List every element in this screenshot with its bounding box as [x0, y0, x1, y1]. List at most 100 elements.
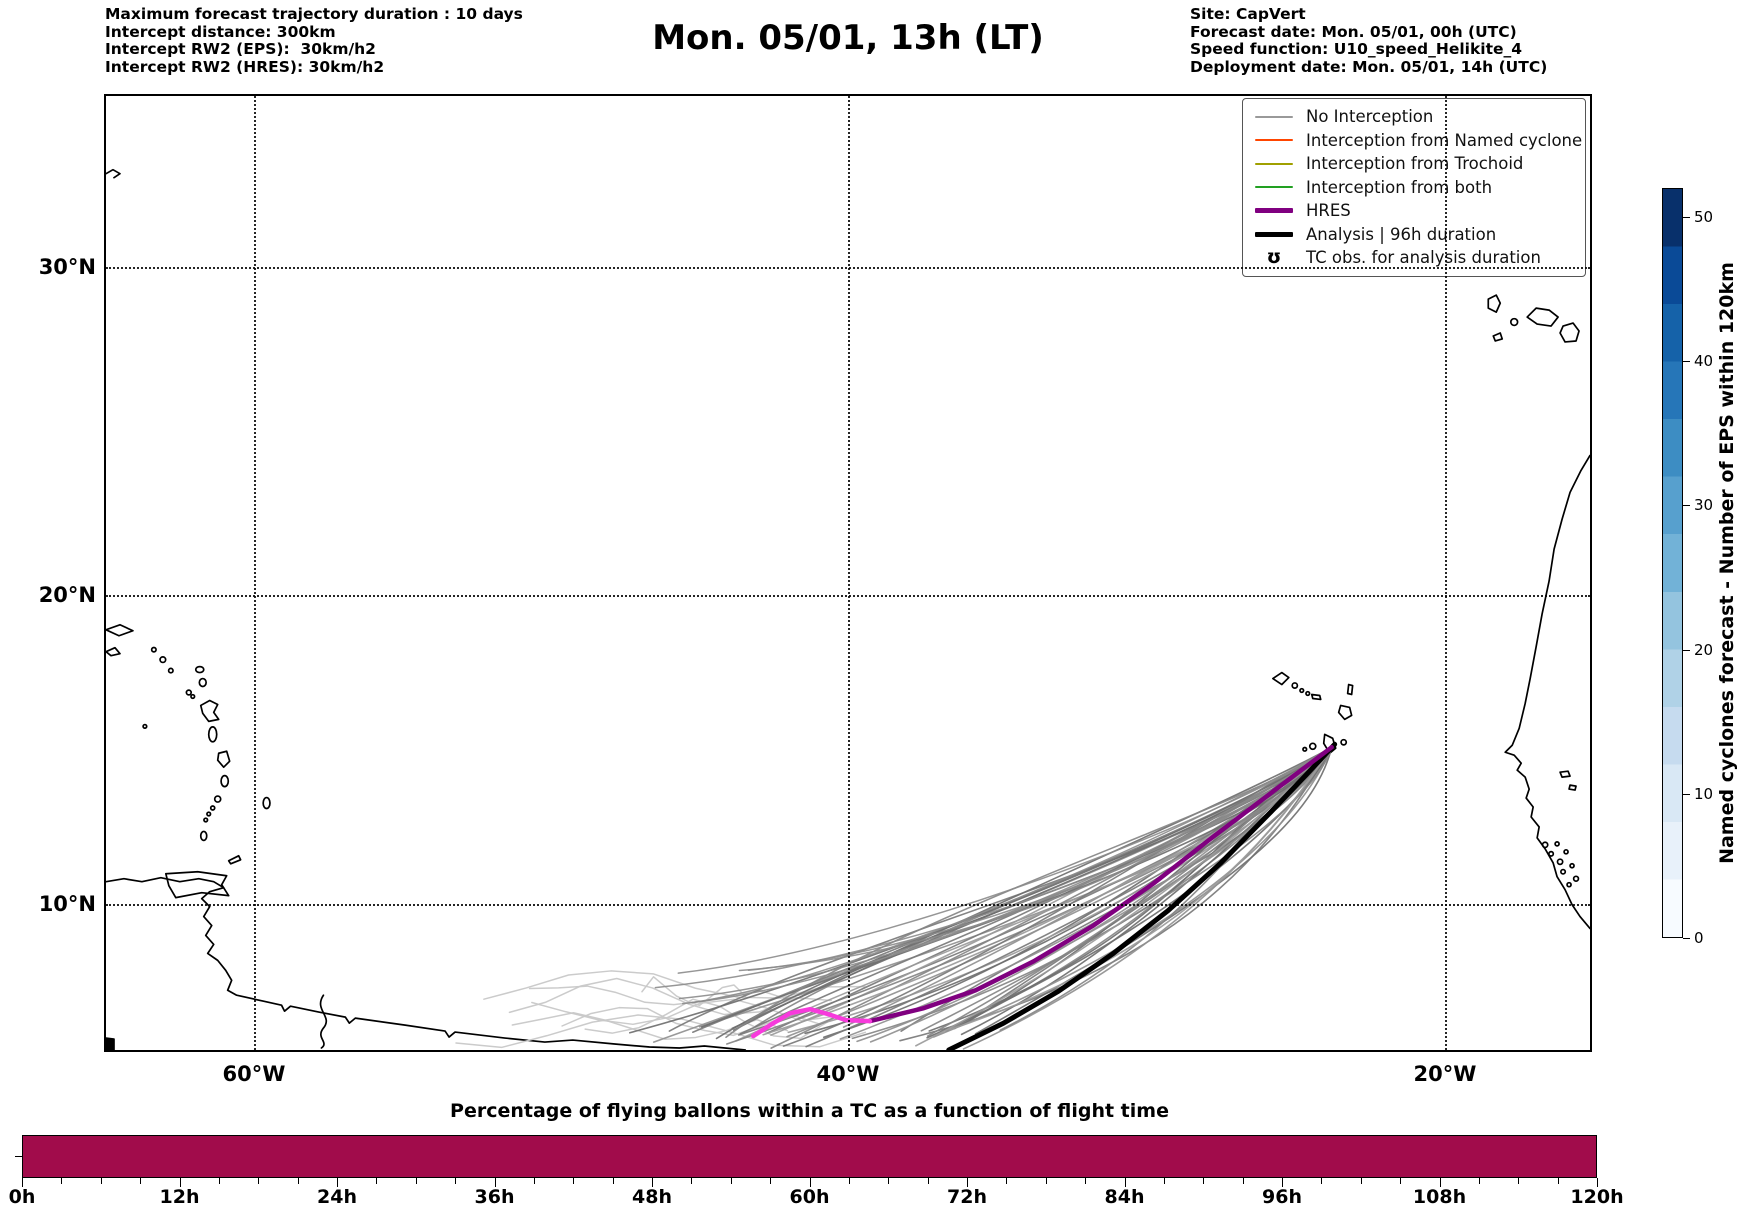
- header-left-line: Intercept RW2 (HRES): 30km/h2: [105, 57, 385, 76]
- time-axis-label: 120h: [1570, 1186, 1624, 1208]
- colorbar-tick-label: 10: [1694, 784, 1714, 803]
- longitude-gridline: [1445, 96, 1447, 1050]
- longitude-gridline: [254, 96, 256, 1050]
- time-axis-label: 60h: [789, 1186, 830, 1208]
- trajectory-line: [946, 741, 1338, 1050]
- trajectory-line: [805, 746, 1333, 1048]
- time-axis-tick: [1360, 1178, 1362, 1184]
- time-axis-tick: [533, 1178, 535, 1184]
- time-axis-tick: [22, 1178, 23, 1187]
- time-axis-tick: [1045, 1178, 1047, 1184]
- time-axis-tick: [376, 1178, 378, 1184]
- trajectory-line: [654, 746, 1333, 989]
- time-axis-tick: [218, 1178, 220, 1184]
- trajectory-line: [751, 1006, 873, 1039]
- legend-line-sample: [1255, 139, 1293, 142]
- colorbar-tick: [1683, 216, 1690, 218]
- hres-trajectory: [751, 745, 1334, 1039]
- time-axis-tick: [1163, 1178, 1165, 1184]
- legend-line-sample: [1255, 115, 1293, 118]
- header-left-line: Intercept RW2 (EPS): 30km/h2: [105, 40, 376, 58]
- time-axis-label: 12h: [159, 1186, 200, 1208]
- time-axis-tick: [809, 1178, 811, 1187]
- trajectory-line: [949, 746, 1333, 1031]
- colorbar-tick: [1683, 361, 1690, 363]
- trajectory-line: [690, 746, 1333, 1004]
- time-axis-label: 0h: [8, 1186, 36, 1208]
- colorbar-tick: [1683, 505, 1690, 507]
- time-axis-tick: [494, 1178, 496, 1187]
- map-legend: No Interception Interception from Named c…: [1242, 98, 1586, 277]
- trajectory-line: [628, 746, 1333, 1034]
- time-axis-tick: [415, 1178, 417, 1184]
- coastlines: [106, 168, 1590, 1050]
- trajectory-line: [822, 746, 1333, 1039]
- legend-line-sample: [1255, 186, 1293, 189]
- longitude-label: 60°W: [222, 1062, 286, 1086]
- colorbar-tick: [1683, 938, 1690, 939]
- legend-label: Interception from Named cyclone: [1306, 130, 1583, 150]
- colorbar-label: Named cyclones forecast - Number of EPS …: [1716, 262, 1738, 864]
- legend-sample: [1255, 115, 1293, 118]
- colorbar-tick-label: 20: [1694, 640, 1714, 659]
- time-axis-tick: [1321, 1178, 1323, 1184]
- trajectory-line: [528, 985, 790, 1006]
- time-axis-tick: [179, 1178, 181, 1187]
- legend-item: HRES: [1255, 199, 1575, 223]
- colorbar-tick: [1683, 649, 1690, 651]
- trajectory-line: [932, 746, 1333, 1038]
- time-axis-label: 36h: [474, 1186, 515, 1208]
- time-axis-tick: [691, 1178, 693, 1184]
- page-title: Mon. 05/01, 13h (LT): [652, 18, 1044, 58]
- time-axis-tick: [140, 1178, 142, 1184]
- legend-sample: ʊ: [1255, 248, 1293, 267]
- legend-label: Interception from both: [1306, 177, 1493, 197]
- time-axis-tick: [1439, 1178, 1441, 1187]
- latitude-label: 30°N: [38, 255, 96, 279]
- legend-sample: [1255, 162, 1293, 165]
- legend-sample: [1255, 231, 1293, 237]
- time-axis-tick: [258, 1178, 260, 1184]
- time-axis-tick: [612, 1178, 614, 1184]
- colorbar-tick-label: 30: [1694, 496, 1714, 515]
- colorbar-tick-label: 40: [1694, 352, 1714, 371]
- bottom-chart-title: Percentage of flying ballons within a TC…: [450, 1100, 1169, 1122]
- time-axis-tick: [1006, 1178, 1008, 1184]
- time-axis-tick: [1478, 1178, 1480, 1184]
- colorbar-tick-label: 50: [1694, 207, 1714, 226]
- time-axis-tick: [297, 1178, 299, 1184]
- colorbar-tick-label: 0: [1694, 929, 1704, 947]
- header-left-line: Maximum forecast trajectory duration : 1…: [105, 5, 523, 23]
- latitude-label: 10°N: [38, 892, 96, 916]
- map-canvas: [106, 168, 1590, 1050]
- time-axis-tick: [1085, 1178, 1087, 1184]
- trajectory-line: [668, 746, 1333, 1032]
- time-axis-tick: [1518, 1178, 1520, 1184]
- eps-colorbar: [1662, 188, 1683, 938]
- site-info-text: Site: CapVert Forecast date: Mon. 05/01, …: [1190, 5, 1547, 76]
- time-axis-tick: [100, 1178, 102, 1184]
- trajectory-map: No Interception Interception from Named c…: [39, 94, 1592, 1086]
- time-axis-tick: [337, 1178, 338, 1187]
- legend-item: Interception from Named cyclone: [1255, 129, 1582, 153]
- time-axis-label: 84h: [1104, 1186, 1145, 1208]
- legend-label: Interception from Trochoid: [1306, 154, 1524, 174]
- legend-label: TC obs. for analysis duration: [1306, 248, 1541, 268]
- legend-line-sample: [1255, 162, 1293, 165]
- trajectory-line: [920, 746, 1333, 1032]
- time-axis-tick: [888, 1178, 890, 1184]
- trajectory-line: [677, 746, 1333, 974]
- flight-time-bar-chart: [22, 1135, 1597, 1178]
- time-axis-label: 24h: [317, 1186, 357, 1208]
- legend-sample: [1255, 186, 1293, 189]
- time-axis-tick: [1597, 1178, 1598, 1187]
- trajectory-line: [641, 976, 747, 1007]
- longitude-gridline: [848, 96, 850, 1050]
- time-axis-label: 96h: [1262, 1186, 1302, 1208]
- header-left-line: Intercept distance: 300km: [105, 22, 336, 41]
- trajectories-no-interception: [628, 746, 1333, 1050]
- legend-label: No Interception: [1306, 107, 1434, 127]
- tc-cyclone-icon: ʊ: [1266, 246, 1282, 269]
- time-axis-tick: [927, 1178, 929, 1184]
- bar-y-tick: [15, 1156, 22, 1157]
